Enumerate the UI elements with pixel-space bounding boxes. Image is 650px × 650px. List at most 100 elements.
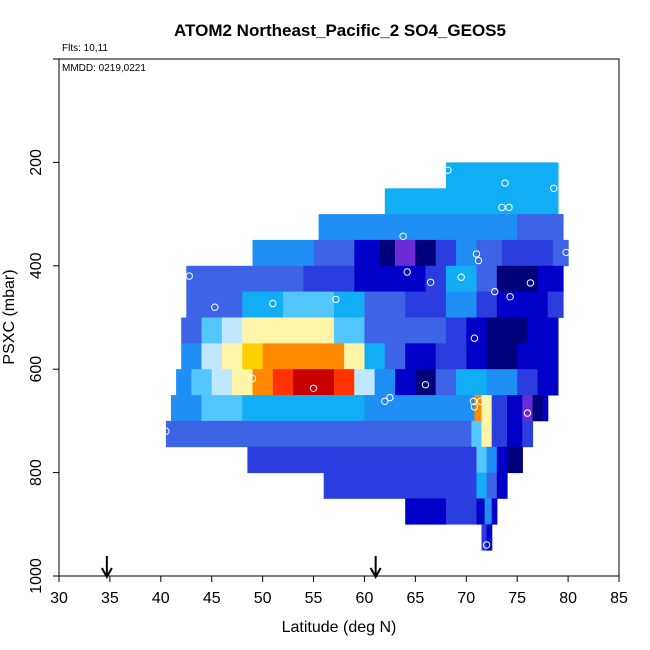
heatmap-cell bbox=[374, 369, 396, 396]
data-point bbox=[498, 203, 506, 212]
heatmap-cell bbox=[435, 369, 457, 396]
axes: 30 35 40 45 50 55 60 65 70 75 80 85 200 400 600 800 1000 bbox=[28, 58, 628, 607]
heatmap-cell bbox=[405, 291, 447, 318]
heatmap-cell bbox=[496, 472, 508, 499]
heatmap-cell bbox=[303, 265, 355, 292]
heatmap-cell bbox=[232, 265, 304, 292]
heatmap-cell bbox=[496, 446, 508, 474]
heatmap-cell bbox=[303, 395, 366, 422]
heatmap-cell bbox=[466, 395, 475, 422]
flight-arrow-head bbox=[369, 567, 382, 580]
heatmap-cell bbox=[552, 239, 569, 267]
x-tick-label: 40 bbox=[152, 590, 170, 607]
heatmap-cell bbox=[471, 420, 483, 448]
heatmap-cell bbox=[181, 343, 203, 370]
heatmap-cell bbox=[262, 317, 335, 344]
heatmap-cell bbox=[384, 343, 406, 370]
heatmap-cell bbox=[415, 446, 478, 474]
heatmap-cell bbox=[405, 343, 437, 370]
heatmap-cell bbox=[333, 369, 355, 396]
data-point bbox=[309, 384, 318, 392]
heatmap-cell bbox=[517, 214, 564, 241]
heatmap-cell bbox=[252, 369, 274, 396]
heatmap-cell bbox=[496, 265, 539, 292]
heatmap-cell bbox=[481, 395, 493, 422]
data-point bbox=[248, 374, 257, 383]
heatmap-cell bbox=[165, 420, 233, 448]
heatmap-cell bbox=[522, 420, 534, 448]
data-point bbox=[470, 334, 479, 342]
data-point bbox=[506, 293, 514, 301]
heatmap-cell bbox=[435, 343, 467, 370]
heatmap-cell bbox=[466, 343, 488, 370]
data-point bbox=[269, 299, 277, 308]
heatmap-cell bbox=[476, 446, 488, 474]
heatmap-cell bbox=[395, 369, 416, 396]
heatmap-cell bbox=[547, 291, 564, 318]
heatmap-cell bbox=[405, 395, 467, 422]
heatmap-cell bbox=[333, 317, 365, 344]
heatmap-cell bbox=[491, 498, 498, 525]
heatmap-cell bbox=[481, 524, 488, 551]
heatmap-cell bbox=[405, 317, 447, 344]
heatmap-cell bbox=[272, 369, 294, 396]
heatmap-cell bbox=[395, 214, 518, 241]
data-point bbox=[482, 541, 491, 549]
heatmap-cell bbox=[486, 446, 498, 474]
heatmap-cell bbox=[486, 472, 498, 499]
heatmap-cell bbox=[354, 239, 381, 267]
heatmap-cell bbox=[405, 498, 447, 525]
heatmap-cell bbox=[445, 265, 477, 292]
heatmap-cell bbox=[201, 343, 223, 370]
data-point bbox=[470, 403, 479, 411]
data-point bbox=[381, 397, 389, 405]
heatmap-cell bbox=[456, 369, 488, 396]
heatmap-cell bbox=[415, 472, 478, 499]
data-point bbox=[523, 409, 532, 417]
heatmap-cell bbox=[201, 317, 223, 344]
x-tick-label: 45 bbox=[203, 590, 221, 607]
heatmap-cell bbox=[484, 498, 493, 525]
heatmap-cell bbox=[318, 214, 396, 241]
heatmap-cell bbox=[486, 524, 493, 551]
heatmap-cell bbox=[313, 239, 355, 267]
x-tick-label: 55 bbox=[305, 590, 323, 607]
x-tick-label: 50 bbox=[254, 590, 272, 607]
data-point bbox=[501, 179, 509, 187]
heatmap-cell bbox=[171, 395, 203, 422]
heatmap-cell bbox=[364, 343, 386, 370]
data-point bbox=[457, 273, 465, 281]
heatmap-cell bbox=[283, 291, 335, 318]
heatmap-cell bbox=[283, 343, 345, 370]
heatmap-cell bbox=[186, 265, 233, 292]
heatmap-cell bbox=[445, 291, 477, 318]
x-tick-label: 60 bbox=[356, 590, 374, 607]
heatmap-cell bbox=[242, 317, 264, 344]
data-point bbox=[469, 397, 478, 405]
heatmap-cell bbox=[517, 343, 559, 370]
data-point bbox=[491, 287, 499, 296]
y-tick-label: 600 bbox=[28, 356, 45, 383]
heatmap-cell bbox=[354, 369, 376, 396]
data-point bbox=[472, 250, 481, 258]
flights-annotation: Flts: 10,11 bbox=[62, 43, 108, 54]
date-annotation: MMDD: 0219,0221 bbox=[62, 63, 146, 74]
heatmap-cell bbox=[211, 369, 233, 396]
heatmap-cell bbox=[313, 446, 416, 474]
data-point bbox=[474, 256, 483, 265]
heatmap-cell bbox=[537, 265, 564, 292]
heatmap-cell bbox=[252, 239, 315, 267]
heatmap-cell bbox=[445, 317, 467, 344]
x-tick-label: 30 bbox=[50, 590, 68, 607]
heatmap-cell bbox=[481, 420, 493, 448]
heatmap-cell bbox=[186, 291, 243, 318]
observation-points bbox=[162, 166, 573, 549]
heatmap-cell bbox=[415, 369, 437, 396]
x-tick-label: 75 bbox=[508, 590, 526, 607]
heatmap-cell bbox=[395, 239, 416, 267]
heatmap-cell bbox=[323, 472, 416, 499]
heatmap-cell bbox=[395, 265, 427, 292]
heatmap-cell bbox=[354, 265, 396, 292]
heatmap-cell bbox=[221, 343, 243, 370]
